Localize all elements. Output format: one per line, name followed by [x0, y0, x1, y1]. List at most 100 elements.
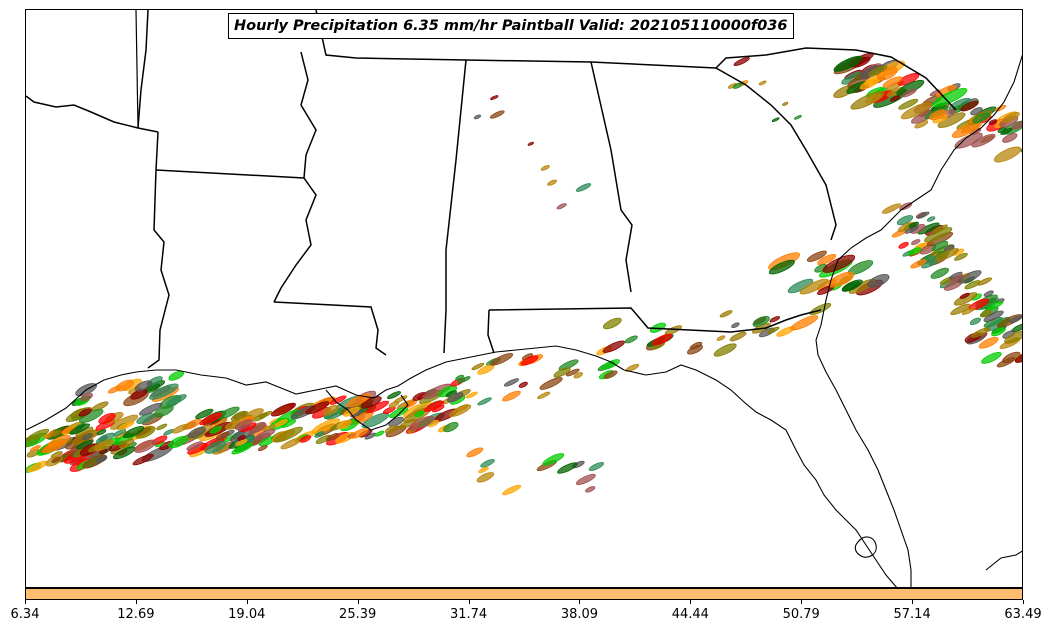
precip-blob — [473, 114, 482, 120]
precip-blob — [477, 397, 492, 406]
colorbar-tick-label: 57.14 — [893, 607, 931, 622]
precip-blob — [890, 95, 901, 102]
state-borders — [26, 10, 957, 369]
precip-blob — [388, 416, 404, 427]
precip-blob — [414, 410, 425, 418]
precip-blob — [557, 462, 578, 474]
precip-blob — [929, 109, 947, 121]
precip-blob — [624, 335, 638, 344]
precip-blob — [733, 56, 750, 67]
precip-blob — [833, 55, 863, 72]
precip-blob — [527, 141, 534, 146]
precip-blob — [305, 401, 330, 415]
precip-blob — [476, 472, 495, 483]
precip-blob — [423, 400, 445, 412]
precip-blob — [490, 352, 514, 366]
precip-blob — [782, 101, 789, 106]
precip-blob — [465, 391, 478, 399]
colorbar-tick — [579, 600, 581, 604]
precip-blob — [1002, 111, 1020, 123]
fl-east-coast — [815, 324, 912, 587]
precip-blob — [113, 446, 136, 460]
precip-blob — [168, 370, 185, 381]
precip-blob — [149, 383, 179, 400]
precip-blob — [867, 273, 890, 288]
precip-blob — [153, 405, 174, 418]
precip-blob — [901, 88, 917, 98]
precip-blob — [329, 395, 347, 405]
precip-blob — [958, 270, 982, 284]
precip-blob — [398, 418, 417, 430]
precip-blob — [466, 447, 484, 458]
precip-blob — [231, 442, 253, 455]
precip-blob — [910, 239, 921, 246]
al-ga-border — [590, 61, 633, 293]
precip-blob — [271, 402, 296, 417]
precip-blob — [480, 459, 495, 468]
precip-blob — [731, 322, 740, 329]
precip-blob — [119, 438, 135, 449]
precip-blob — [900, 102, 932, 120]
gulf-coast-west — [26, 345, 625, 431]
nc-sc-border — [715, 47, 957, 111]
precip-blob — [931, 240, 949, 252]
precip-blob — [322, 405, 339, 416]
precip-blob — [408, 415, 435, 431]
precip-blob — [343, 406, 360, 417]
ok-ar-border — [137, 10, 149, 129]
precip-blob — [168, 435, 189, 449]
precip-blob — [360, 396, 382, 409]
precip-blob — [983, 310, 1004, 322]
precip-blob — [537, 391, 551, 400]
la-ms-border — [273, 301, 387, 356]
precip-blob — [917, 222, 940, 235]
precip-blob — [960, 100, 979, 112]
precip-blob — [122, 425, 145, 439]
al-fl-ga-fl-border — [488, 307, 822, 333]
colorbar-tick — [246, 600, 248, 604]
precip-blob — [983, 290, 994, 297]
precip-blob — [971, 133, 996, 148]
precip-blob — [1014, 351, 1022, 363]
precip-blob — [970, 107, 983, 116]
colorbar-tick — [912, 600, 914, 604]
precip-blob — [556, 203, 567, 210]
precip-blob — [349, 428, 369, 439]
precip-blob — [954, 132, 983, 149]
precip-blob — [115, 379, 134, 392]
precip-blob — [799, 278, 829, 295]
precip-blob — [898, 98, 919, 110]
precip-blob — [896, 215, 914, 226]
precip-blob — [539, 377, 563, 390]
precip-blob — [502, 390, 521, 402]
precip-blob — [237, 435, 246, 441]
precip-blob — [540, 165, 550, 171]
mo-ar-border — [26, 95, 159, 133]
precip-blob — [252, 413, 268, 422]
precip-blob — [841, 281, 860, 292]
precip-blob — [719, 310, 733, 318]
colorbar-tick — [25, 600, 26, 604]
precip-blob — [978, 336, 999, 349]
precip-blob — [959, 292, 970, 299]
precip-blob — [961, 307, 976, 315]
precip-blob — [314, 431, 325, 438]
precip-blob — [713, 343, 737, 357]
precip-blob — [195, 408, 214, 420]
colorbar-tick-label: 44.44 — [671, 607, 709, 622]
colorbar-tick-label: 19.04 — [228, 607, 266, 622]
precip-blob — [134, 439, 157, 453]
precip-blob — [1002, 351, 1021, 364]
precip-blob — [988, 119, 998, 125]
precip-blob — [489, 110, 505, 119]
colorbar-tick-label: 38.09 — [560, 607, 599, 622]
colorbar-tick-label: 63.49 — [1004, 607, 1042, 622]
precip-blob — [585, 486, 596, 493]
precip-blob — [652, 333, 673, 346]
precip-blob — [758, 80, 767, 86]
precip-blob — [446, 392, 464, 403]
precip-blob — [752, 315, 770, 327]
precip-blob — [977, 277, 993, 286]
precip-blob — [478, 466, 489, 474]
precip-blob — [882, 76, 903, 88]
